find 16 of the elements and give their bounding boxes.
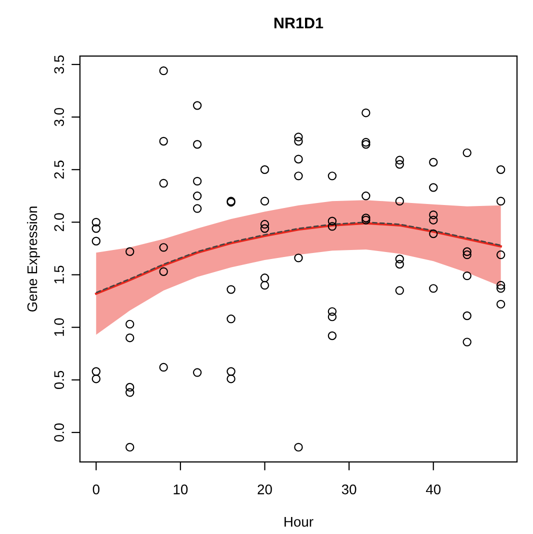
x-tick-label: 0 [92,484,100,494]
y-tick-label: 0.0 [54,423,64,442]
x-axis-title: Hour [284,517,314,527]
x-tick-label: 30 [342,484,356,494]
x-tick-label: 10 [174,484,188,494]
x-tick-label: 40 [426,484,441,494]
y-tick-label: 3.5 [54,55,64,74]
y-tick-label: 0.5 [54,370,64,390]
y-tick-label: 2.0 [54,213,64,232]
y-tick-label: 1.0 [54,318,64,336]
y-tick-label: 2.5 [54,160,64,179]
y-tick-label: 3.0 [54,108,64,126]
y-tick-label: 1.5 [54,266,64,284]
y-axis-title: Gene Expression [26,206,40,312]
x-tick-label: 20 [258,484,272,494]
chart-title: NR1D1 [274,18,324,28]
